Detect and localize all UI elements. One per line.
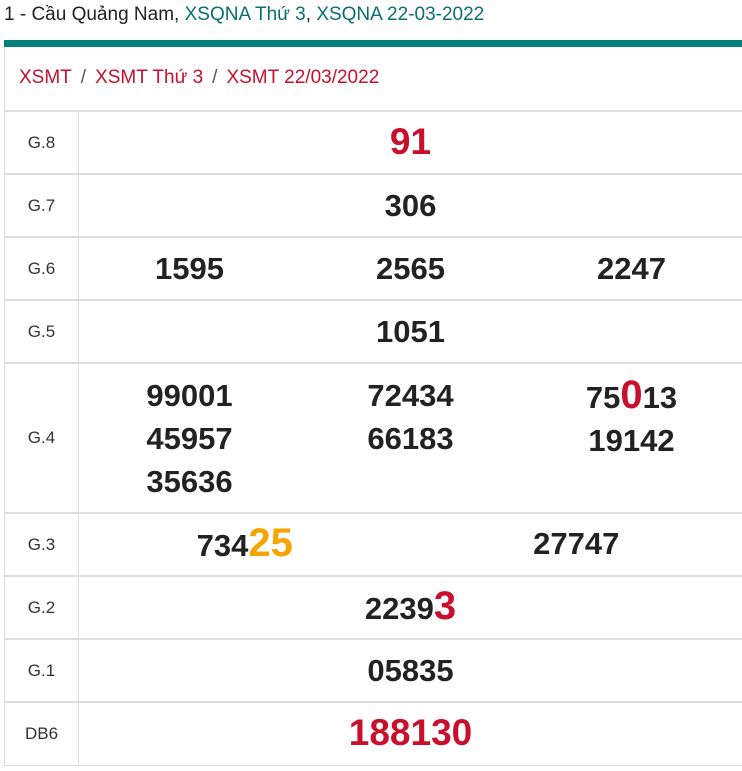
highlighted-digits: 0	[620, 372, 643, 417]
prize-numbers: 05835	[78, 638, 742, 703]
number-column: 99001 45957 35636	[79, 374, 300, 503]
number-digits: 66183	[367, 420, 454, 456]
number-digits: 2239	[364, 591, 434, 626]
prize-number: 1595	[79, 247, 300, 290]
prize-numbers: 1595 2565 2247	[78, 236, 742, 301]
number-digits: 19142	[588, 422, 675, 458]
prize-row: G.6 1595 2565 2247	[4, 236, 742, 301]
number-column: 1595	[79, 247, 300, 290]
number-digits: 1051	[376, 314, 445, 349]
number-column: 27747	[411, 522, 742, 567]
breadcrumb-xsmt[interactable]: XSMT	[19, 67, 72, 88]
prize-number: 35636	[79, 460, 300, 503]
prize-numbers: 306	[78, 173, 742, 238]
prize-label: G.2	[4, 575, 79, 640]
prize-number: 45957	[79, 417, 300, 460]
number-digits: 2565	[376, 251, 445, 286]
prize-numbers: 22393	[78, 575, 742, 640]
number-column: 22393	[79, 585, 742, 630]
prize-label: G.4	[4, 362, 79, 514]
results-table: G.8 91 G.7 306 G.6 1595 2565 2247 G.5 1051 G.4 9900…	[4, 110, 742, 766]
prize-label: DB6	[4, 701, 79, 766]
number-column: 306	[79, 184, 742, 227]
prize-number: 27747	[411, 522, 742, 565]
prize-row: G.7 306	[4, 173, 742, 238]
prize-number: 91	[79, 120, 742, 165]
prize-numbers: 188130	[78, 701, 742, 766]
breadcrumb: XSMT / XSMT Thứ 3 / XSMT 22/03/2022	[4, 47, 742, 110]
prize-row: G.3 73425 27747	[4, 512, 742, 577]
breadcrumb-xsmt-date[interactable]: XSMT 22/03/2022	[226, 67, 380, 88]
number-digits: 734	[196, 528, 249, 563]
prize-number: 05835	[79, 649, 742, 692]
prize-number: 2565	[300, 247, 521, 290]
number-digits: 45957	[146, 420, 233, 456]
prize-number: 73425	[79, 522, 411, 567]
title-link-date[interactable]: XSQNA 22-03-2022	[316, 4, 485, 25]
number-column: 2565	[300, 247, 521, 290]
prize-row: G.4 99001 45957 35636 72434 66183 75013 19142	[4, 362, 742, 514]
number-column: 73425	[79, 522, 411, 567]
breadcrumb-xsmt-weekday[interactable]: XSMT Thứ 3	[95, 67, 204, 88]
page-title: 1 - Cầu Quảng Nam, XSQNA Thứ 3, XSQNA 22…	[4, 4, 484, 26]
title-prefix: 1 - Cầu Quảng Nam,	[4, 4, 185, 25]
prize-row: G.1 05835	[4, 638, 742, 703]
prize-number: 2247	[521, 247, 742, 290]
number-column: 91	[79, 120, 742, 165]
number-digits: 2247	[597, 251, 666, 286]
prize-label: G.3	[4, 512, 79, 577]
number-digits: 05835	[367, 653, 454, 688]
prize-number: 75013	[521, 372, 742, 419]
prize-numbers: 91	[78, 110, 742, 175]
prize-numbers: 1051	[78, 299, 742, 364]
title-comma: ,	[305, 4, 317, 25]
number-digits: 91	[389, 121, 432, 162]
number-digits: 72434	[367, 377, 454, 413]
title-link-weekday[interactable]: XSQNA Thứ 3	[184, 4, 306, 25]
prize-label: G.8	[4, 110, 79, 175]
number-digits: 306	[384, 188, 437, 223]
number-column: 05835	[79, 649, 742, 692]
number-digits: 99001	[146, 377, 233, 413]
prize-number: 99001	[79, 374, 300, 417]
prize-row: G.5 1051	[4, 299, 742, 364]
prize-number: 19142	[521, 419, 742, 462]
prize-number: 1051	[79, 310, 742, 353]
number-column: 1051	[79, 310, 742, 353]
prize-row: G.2 22393	[4, 575, 742, 640]
prize-numbers: 99001 45957 35636 72434 66183 75013 19142	[78, 362, 742, 514]
number-column: 72434 66183	[300, 374, 521, 503]
highlighted-digits: 25	[248, 521, 293, 565]
breadcrumb-separator: /	[80, 67, 87, 88]
prize-label: G.7	[4, 173, 79, 238]
prize-label: G.1	[4, 638, 79, 703]
prize-number: 306	[79, 184, 742, 227]
number-digits: 27747	[533, 526, 620, 561]
prize-label: G.6	[4, 236, 79, 301]
prize-row: DB6 188130	[4, 701, 742, 766]
prize-label: G.5	[4, 299, 79, 364]
number-column: 75013 19142	[521, 372, 742, 503]
number-digits: 13	[642, 379, 678, 415]
number-digits: 35636	[146, 463, 233, 499]
prize-number: 188130	[79, 711, 742, 756]
number-digits: 75	[585, 379, 621, 415]
prize-number: 72434	[300, 374, 521, 417]
breadcrumb-separator: /	[212, 67, 218, 88]
prize-number: 22393	[79, 585, 742, 630]
prize-number: 66183	[300, 417, 521, 460]
header-divider	[4, 40, 742, 47]
prize-row: G.8 91	[4, 110, 742, 175]
highlighted-digits: 3	[433, 584, 457, 628]
number-column: 188130	[79, 711, 742, 756]
number-digits: 1595	[155, 251, 224, 286]
prize-numbers: 73425 27747	[78, 512, 742, 577]
number-column: 2247	[521, 247, 742, 290]
number-digits: 188130	[348, 712, 473, 754]
